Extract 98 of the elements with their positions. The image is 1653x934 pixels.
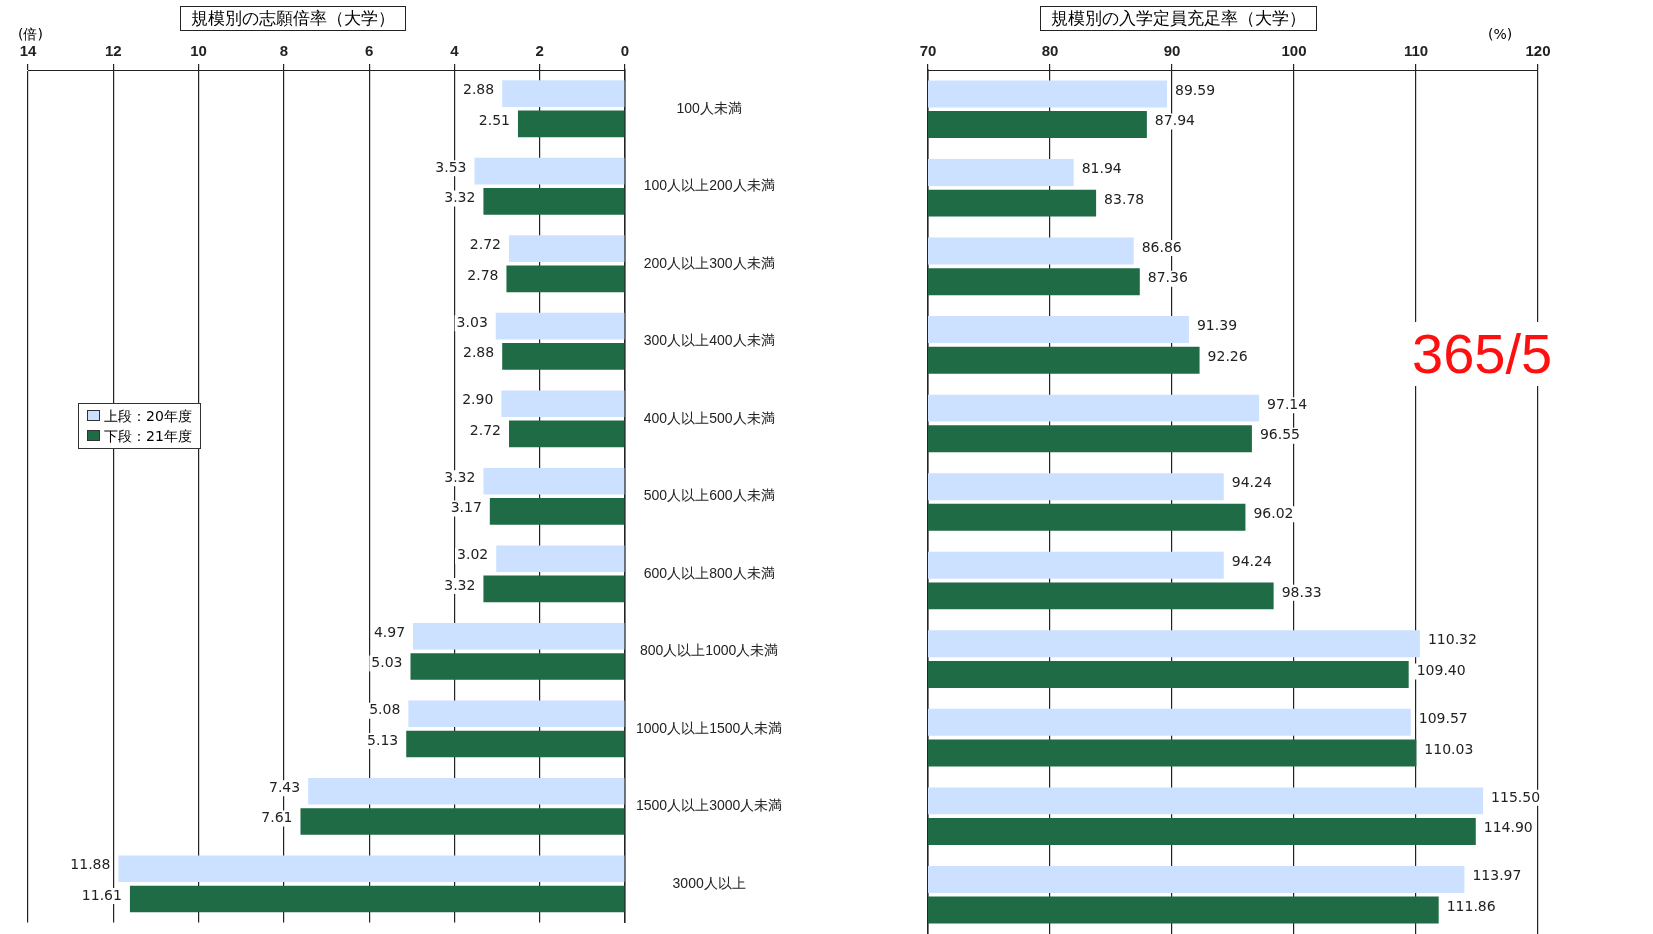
data-label: 94.24 <box>1231 552 1272 569</box>
y-tick-label: 500人以上600人未満 <box>643 487 775 504</box>
data-label: 87.94 <box>1154 112 1196 129</box>
data-label: 3.17 <box>450 499 482 516</box>
x-axis-title: (倍) <box>18 26 43 44</box>
x-tick-label: 0 <box>620 42 630 60</box>
data-label: 94.24 <box>1231 474 1272 491</box>
data-label: 110.03 <box>1424 740 1474 757</box>
data-label: 2.72 <box>469 236 502 253</box>
data-label: 87.36 <box>1147 269 1188 286</box>
data-label: 3.32 <box>444 468 476 485</box>
bar <box>501 390 625 417</box>
x-tick-label: 4 <box>450 42 460 60</box>
x-tick-label: 70 <box>919 42 937 60</box>
data-label: 109.57 <box>1418 709 1468 726</box>
y-tick-label: 1500人以上3000人未満 <box>636 797 783 814</box>
data-label: 92.26 <box>1207 347 1248 364</box>
data-label: 5.03 <box>371 654 403 671</box>
bar <box>495 312 625 340</box>
x-tick-label: 2 <box>535 42 544 60</box>
data-label: 96.02 <box>1253 504 1294 521</box>
bar <box>406 730 625 758</box>
y-tick-label: 1000人以上1500人未満 <box>636 719 783 736</box>
data-label: 3.32 <box>444 576 476 593</box>
y-tick-label: 800人以上1000人未満 <box>639 642 779 659</box>
data-label: 3.53 <box>435 158 467 175</box>
x-tick-label: 14 <box>19 42 37 60</box>
bar <box>408 700 625 728</box>
data-label: 2.90 <box>462 391 494 408</box>
x-tick-label: 120 <box>1525 42 1551 60</box>
data-label: 7.61 <box>261 809 293 826</box>
data-label: 109.40 <box>1416 662 1466 679</box>
legend-label: 上段：20年度 <box>104 408 192 424</box>
data-label: 3.02 <box>457 546 489 563</box>
data-label: 86.86 <box>1141 238 1182 255</box>
data-label: 111.86 <box>1446 897 1496 914</box>
bar <box>509 420 625 448</box>
data-label: 2.88 <box>463 81 495 98</box>
data-label: 11.88 <box>70 856 111 873</box>
chart-title: 規模別の入学定員充足率（大学） <box>1040 6 1317 31</box>
bar <box>517 110 625 138</box>
y-tick-label: 100人未満 <box>676 99 742 116</box>
data-label: 83.78 <box>1104 190 1145 207</box>
bar <box>483 467 625 495</box>
chart-title: 規模別の志願倍率（大学） <box>180 6 406 31</box>
data-label: 3.03 <box>456 313 488 330</box>
data-label: 2.51 <box>478 111 510 128</box>
bar <box>502 80 625 107</box>
data-label: 110.32 <box>1427 631 1477 648</box>
data-label: 115.50 <box>1491 788 1541 805</box>
legend-label: 下段：21年度 <box>104 428 192 444</box>
x-tick-label: 90 <box>1163 42 1181 60</box>
data-label: 96.55 <box>1259 426 1300 443</box>
x-axis-title: (%) <box>1488 26 1513 42</box>
data-label: 4.97 <box>373 623 406 640</box>
y-tick-label: 3000人以上 <box>672 874 746 891</box>
bar <box>300 808 625 835</box>
data-label: 5.08 <box>369 701 401 718</box>
x-tick-label: 80 <box>1041 42 1059 60</box>
bar <box>496 545 625 572</box>
x-tick-label: 110 <box>1403 42 1429 60</box>
bar <box>413 622 625 650</box>
x-tick-label: 10 <box>190 42 207 60</box>
data-label: 11.61 <box>81 886 122 903</box>
x-tick-label: 100 <box>1281 42 1307 60</box>
x-tick-label: 12 <box>104 42 122 60</box>
bar <box>509 235 625 262</box>
data-label: 89.59 <box>1175 81 1216 98</box>
y-tick-label: 100人以上200人未満 <box>643 177 775 194</box>
bar <box>474 157 625 185</box>
data-label: 113.97 <box>1472 867 1522 884</box>
x-tick-label: 6 <box>364 42 374 60</box>
y-tick-label: 300人以上400人未満 <box>643 332 775 349</box>
data-label: 98.33 <box>1281 583 1322 600</box>
data-label: 5.13 <box>367 731 399 748</box>
annotation: 365/5 <box>1412 322 1553 386</box>
y-tick-label: 200人以上300人未満 <box>643 254 775 271</box>
data-label: 81.94 <box>1081 160 1122 177</box>
bar <box>129 885 625 913</box>
bar <box>483 188 625 215</box>
data-label: 2.88 <box>463 344 495 361</box>
bar <box>506 265 625 293</box>
y-tick-label: 400人以上500人未満 <box>643 409 775 426</box>
data-label: 7.43 <box>268 778 301 795</box>
bar <box>502 343 625 370</box>
bar <box>308 777 625 805</box>
bar <box>483 575 625 603</box>
data-label: 2.72 <box>469 421 502 438</box>
data-label: 97.14 <box>1267 395 1308 412</box>
y-tick-label: 600人以上800人未満 <box>643 564 775 581</box>
bar <box>489 498 625 525</box>
data-label: 3.32 <box>444 189 476 206</box>
data-label: 91.39 <box>1196 317 1238 334</box>
data-label: 114.90 <box>1483 819 1533 836</box>
bar <box>410 653 625 680</box>
data-label: 2.78 <box>467 266 499 283</box>
bar <box>118 855 625 883</box>
x-tick-label: 8 <box>279 42 289 60</box>
